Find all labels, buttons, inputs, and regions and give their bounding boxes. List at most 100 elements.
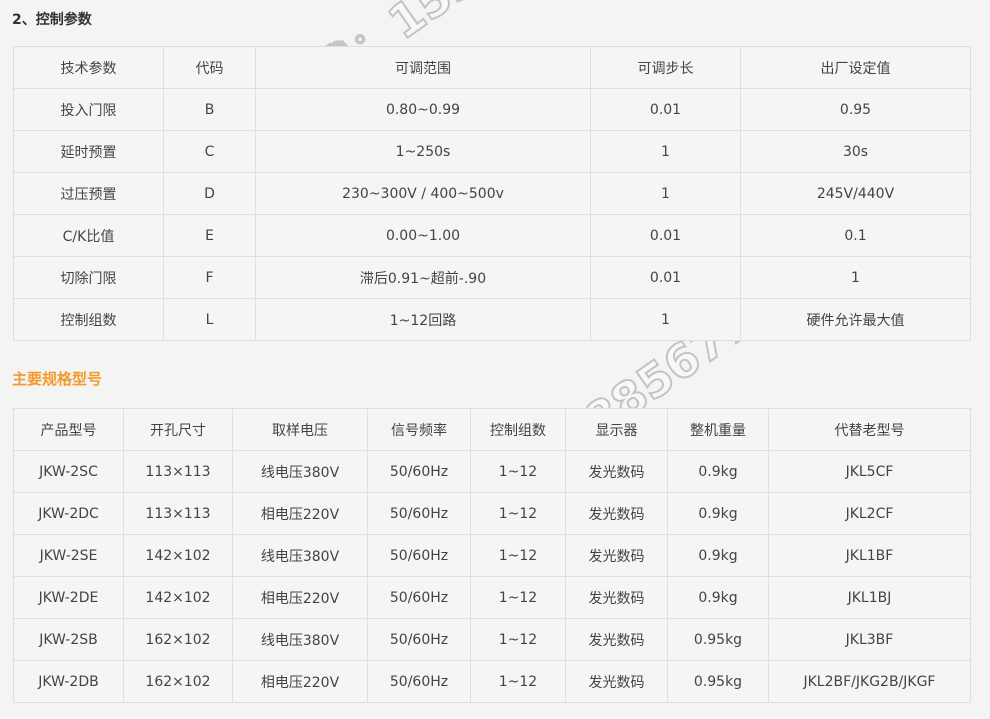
table-cell: 0.80~0.99: [255, 88, 591, 131]
table-cell: 线电压380V: [232, 534, 368, 577]
table-header-row: 技术参数 代码 可调范围 可调步长 出厂设定值: [13, 46, 971, 89]
table-cell: 可调步长: [590, 46, 741, 89]
table-cell: 取样电压: [232, 408, 368, 451]
table-cell: JKL1BF: [768, 534, 971, 577]
table-row: JKW-2SB 162×102 线电压380V 50/60Hz 1~12 发光数码 0.95…: [13, 618, 971, 661]
table-cell: 硬件允许最大值: [740, 298, 971, 341]
table-row: JKW-2DC 113×113 相电压220V 50/60Hz 1~12 发光数码 0.9k…: [13, 492, 971, 535]
table-cell: 0.01: [590, 256, 741, 299]
table-cell: 0.01: [590, 88, 741, 131]
table-cell: 可调范围: [255, 46, 591, 89]
table-header-row: 产品型号 开孔尺寸 取样电压 信号频率 控制组数 显示器 整机重量 代替老型号: [13, 408, 971, 451]
table-cell: 142×102: [123, 534, 233, 577]
table-cell: 控制组数: [470, 408, 566, 451]
table-cell: 113×113: [123, 492, 233, 535]
section-title-models: 主要规格型号: [12, 370, 103, 388]
table-cell: 投入门限: [13, 88, 164, 131]
table-row: C/K比值 E 0.00~1.00 0.01 0.1: [13, 214, 971, 257]
table-cell: 0.95kg: [667, 660, 769, 703]
table-cell: 发光数码: [565, 576, 668, 619]
table-cell: 延时预置: [13, 130, 164, 173]
table-cell: 发光数码: [565, 618, 668, 661]
table-cell: JKW-2SC: [13, 450, 124, 493]
table-row: JKW-2DB 162×102 相电压220V 50/60Hz 1~12 发光数码 0.95…: [13, 660, 971, 703]
table-row: 切除门限 F 滞后0.91~超前-.90 0.01 1: [13, 256, 971, 299]
table-cell: JKW-2SE: [13, 534, 124, 577]
table-cell: 过压预置: [13, 172, 164, 215]
table-cell: F: [163, 256, 256, 299]
table-cell: JKW-2SB: [13, 618, 124, 661]
table-cell: JKL5CF: [768, 450, 971, 493]
table-cell: 0.9kg: [667, 492, 769, 535]
table-cell: E: [163, 214, 256, 257]
table-cell: 1: [590, 298, 741, 341]
table-cell: 142×102: [123, 576, 233, 619]
table-cell: 发光数码: [565, 450, 668, 493]
table-cell: 50/60Hz: [367, 618, 471, 661]
table-cell: 50/60Hz: [367, 660, 471, 703]
table-cell: JKL1BJ: [768, 576, 971, 619]
table-cell: 1: [740, 256, 971, 299]
table-cell: 代码: [163, 46, 256, 89]
table-cell: 1: [590, 172, 741, 215]
table-cell: 发光数码: [565, 660, 668, 703]
table-cell: 发光数码: [565, 534, 668, 577]
table-cell: 0.95kg: [667, 618, 769, 661]
table-cell: 相电压220V: [232, 660, 368, 703]
table-cell: 30s: [740, 130, 971, 173]
table-cell: 滞后0.91~超前-.90: [255, 256, 591, 299]
table-cell: 113×113: [123, 450, 233, 493]
table-cell: 1~12: [470, 450, 566, 493]
table-cell: 线电压380V: [232, 450, 368, 493]
table-row: JKW-2DE 142×102 相电压220V 50/60Hz 1~12 发光数码 0.9k…: [13, 576, 971, 619]
table-cell: 0.9kg: [667, 576, 769, 619]
table-cell: 162×102: [123, 618, 233, 661]
table-cell: C: [163, 130, 256, 173]
table-cell: 开孔尺寸: [123, 408, 233, 451]
table-cell: 相电压220V: [232, 576, 368, 619]
table-cell: 相电压220V: [232, 492, 368, 535]
table-cell: JKL3BF: [768, 618, 971, 661]
section-title-control-params: 2、控制参数: [12, 12, 92, 28]
table-cell: 50/60Hz: [367, 450, 471, 493]
models-table: 产品型号 开孔尺寸 取样电压 信号频率 控制组数 显示器 整机重量 代替老型号 JKW-2SC 1…: [13, 408, 971, 703]
table-cell: 0.1: [740, 214, 971, 257]
table-cell: 切除门限: [13, 256, 164, 299]
table-cell: 发光数码: [565, 492, 668, 535]
table-cell: 线电压380V: [232, 618, 368, 661]
table-cell: 控制组数: [13, 298, 164, 341]
table-cell: 50/60Hz: [367, 576, 471, 619]
table-cell: 信号频率: [367, 408, 471, 451]
table-row: JKW-2SE 142×102 线电压380V 50/60Hz 1~12 发光数码 0.9k…: [13, 534, 971, 577]
table-cell: B: [163, 88, 256, 131]
table-cell: 245V/440V: [740, 172, 971, 215]
table-cell: 230~300V / 400~500v: [255, 172, 591, 215]
table-row: 投入门限 B 0.80~0.99 0.01 0.95: [13, 88, 971, 131]
table-row: 延时预置 C 1~250s 1 30s: [13, 130, 971, 173]
table-cell: 162×102: [123, 660, 233, 703]
table-cell: 技术参数: [13, 46, 164, 89]
table-cell: JKL2CF: [768, 492, 971, 535]
table-cell: 0.95: [740, 88, 971, 131]
table-row: 过压预置 D 230~300V / 400~500v 1 245V/440V: [13, 172, 971, 215]
table-cell: JKL2BF/JKG2B/JKGF: [768, 660, 971, 703]
table-cell: JKW-2DE: [13, 576, 124, 619]
table-cell: 1~12: [470, 576, 566, 619]
table-row: 控制组数 L 1~12回路 1 硬件允许最大值: [13, 298, 971, 341]
table-cell: 1~12: [470, 618, 566, 661]
table-row: JKW-2SC 113×113 线电压380V 50/60Hz 1~12 发光数码 0.9k…: [13, 450, 971, 493]
table-cell: 0.9kg: [667, 450, 769, 493]
table-cell: 50/60Hz: [367, 534, 471, 577]
table-cell: 整机重量: [667, 408, 769, 451]
table-cell: 1: [590, 130, 741, 173]
table-cell: 出厂设定值: [740, 46, 971, 89]
table-cell: JKW-2DB: [13, 660, 124, 703]
table-cell: 0.9kg: [667, 534, 769, 577]
table-cell: 1~12: [470, 660, 566, 703]
table-cell: JKW-2DC: [13, 492, 124, 535]
table-cell: C/K比值: [13, 214, 164, 257]
table-cell: 1~12回路: [255, 298, 591, 341]
table-cell: 1~12: [470, 492, 566, 535]
table-cell: 显示器: [565, 408, 668, 451]
table-cell: 产品型号: [13, 408, 124, 451]
